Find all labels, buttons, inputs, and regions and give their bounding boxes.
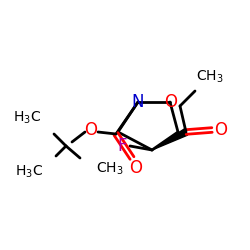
Text: O: O bbox=[84, 121, 98, 139]
Polygon shape bbox=[152, 129, 188, 150]
Text: CH$_3$: CH$_3$ bbox=[96, 161, 124, 177]
Text: O: O bbox=[130, 159, 142, 177]
Text: O: O bbox=[214, 121, 228, 139]
Text: F: F bbox=[117, 137, 127, 155]
Text: N: N bbox=[132, 93, 144, 111]
Text: H$_3$C: H$_3$C bbox=[13, 110, 41, 126]
Text: CH$_3$: CH$_3$ bbox=[196, 69, 224, 85]
Text: O: O bbox=[164, 93, 177, 111]
Text: H$_3$C: H$_3$C bbox=[15, 164, 43, 180]
